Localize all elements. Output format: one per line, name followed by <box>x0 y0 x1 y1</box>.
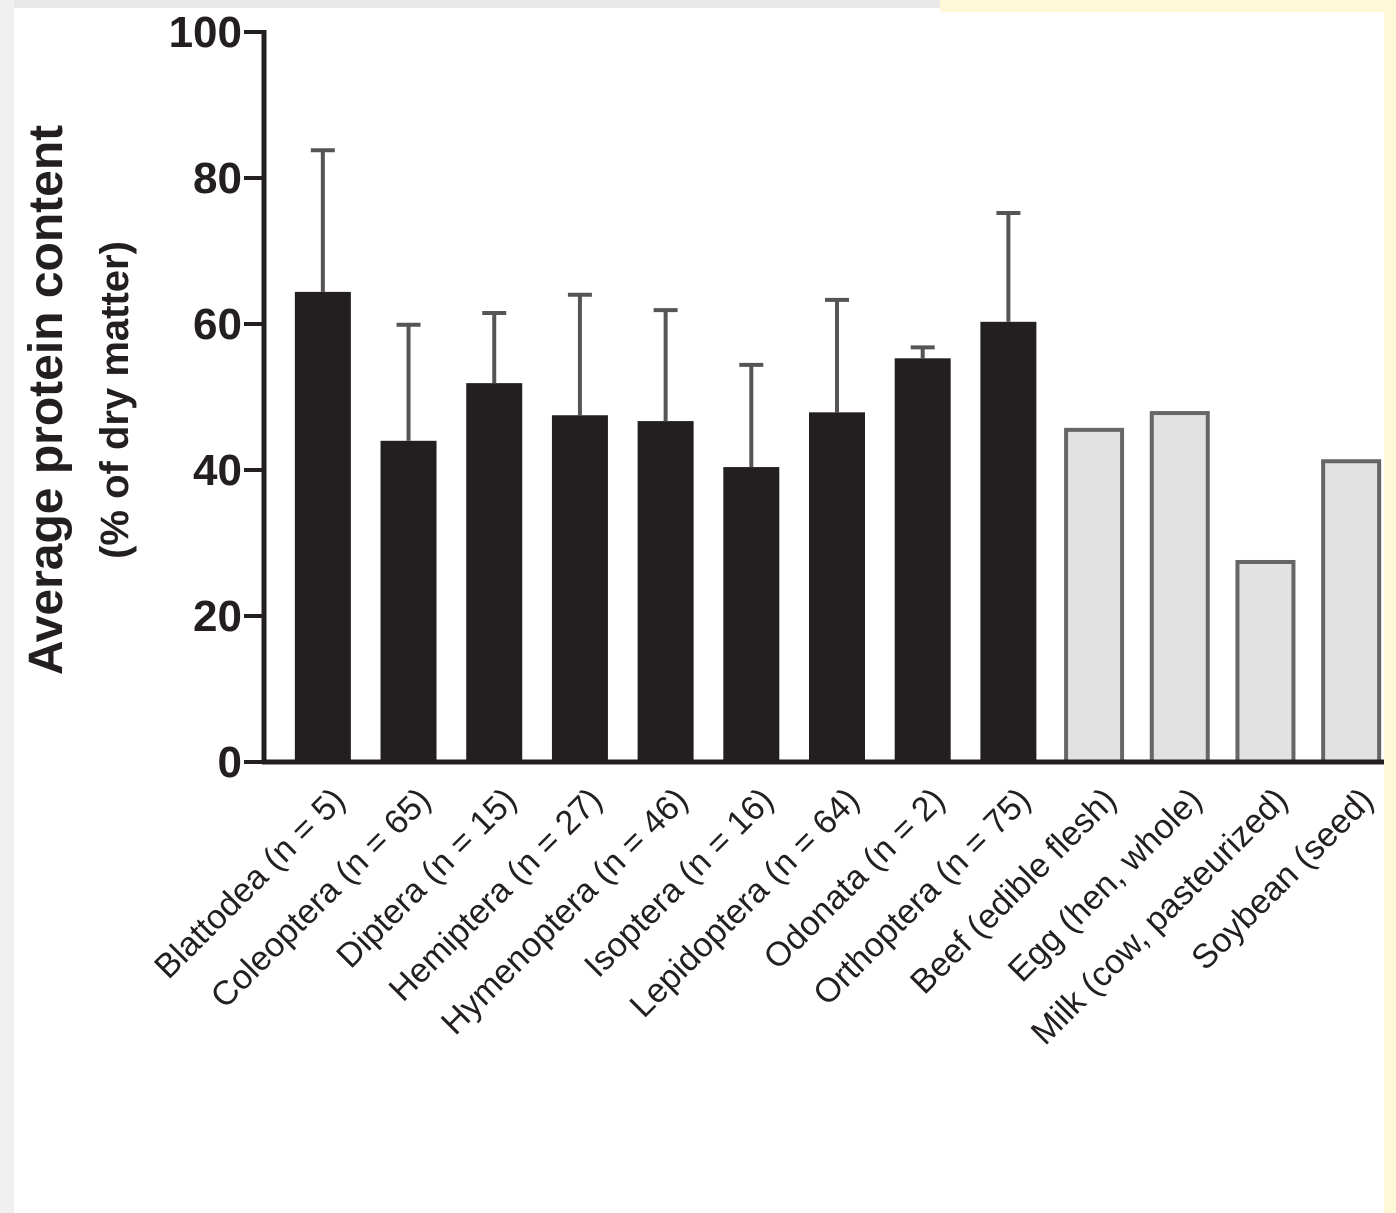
y-tick-label: 80 <box>193 154 242 203</box>
y-axis-title: (% of dry matter) <box>93 241 137 559</box>
page: {"chart_data": { "type": "bar", "y_label… <box>0 0 1396 1213</box>
bar <box>1066 430 1122 762</box>
background-strip <box>0 0 940 8</box>
y-tick-label: 20 <box>193 592 242 641</box>
bar <box>295 292 351 762</box>
y-tick-label: 40 <box>193 446 242 495</box>
y-tick-label: 100 <box>169 8 242 57</box>
bar <box>1323 461 1379 762</box>
bar <box>980 322 1036 762</box>
background-strip <box>1384 0 1396 1213</box>
bar <box>723 467 779 762</box>
background-strip <box>940 0 1396 12</box>
y-tick-label: 60 <box>193 300 242 349</box>
background-strip <box>0 0 14 1213</box>
bar <box>381 441 437 762</box>
bar <box>1237 562 1293 762</box>
y-tick-label: 0 <box>218 738 242 787</box>
bar <box>895 358 951 762</box>
bar <box>638 421 694 762</box>
y-axis-title: Average protein content <box>20 125 73 675</box>
chart: Average protein content (% of dry matter… <box>0 0 1396 1213</box>
bar <box>1152 413 1208 762</box>
bar <box>552 415 608 762</box>
bar <box>809 412 865 762</box>
bar <box>466 383 522 762</box>
